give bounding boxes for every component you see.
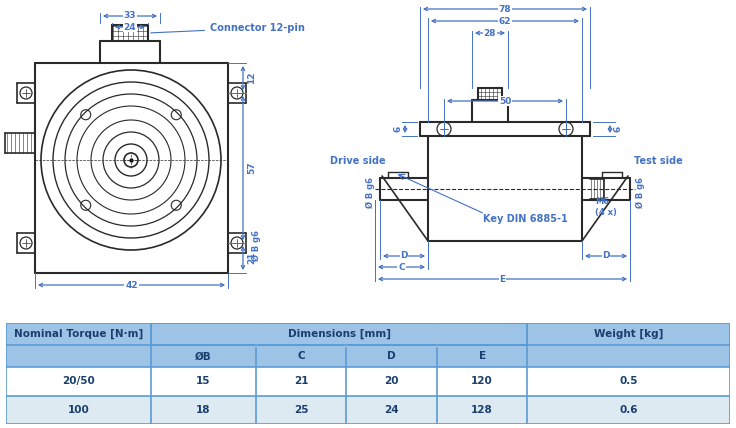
Text: D: D [400,252,408,261]
Text: 62: 62 [499,17,512,26]
Text: 100: 100 [68,404,89,415]
Text: 42: 42 [125,280,138,289]
Text: 0.6: 0.6 [620,404,638,415]
Text: 15: 15 [196,377,210,386]
Text: C: C [398,262,405,271]
Text: 33: 33 [124,12,136,21]
Text: 24: 24 [124,23,136,32]
Bar [255,367,346,395]
Text: 18: 18 [196,404,210,415]
Bar [151,323,255,345]
Text: 20: 20 [384,377,399,386]
Text: Test side: Test side [634,156,682,166]
Text: 21: 21 [247,252,257,264]
Text: 120: 120 [471,377,493,386]
Text: E: E [500,274,506,283]
Bar [436,323,527,345]
Bar [346,323,436,345]
Bar [527,367,730,395]
Text: ØB: ØB [195,351,212,361]
Bar [255,345,346,367]
Bar [6,323,151,345]
Bar [436,395,527,424]
Text: Ø B g6: Ø B g6 [635,178,645,208]
Text: 12: 12 [247,72,257,84]
Text: 20/50: 20/50 [62,377,95,386]
Text: D: D [602,252,609,261]
Text: 57: 57 [247,162,257,174]
Text: 21: 21 [294,377,308,386]
Bar [436,367,527,395]
Text: 6: 6 [614,126,623,132]
Text: 25: 25 [294,404,308,415]
Text: 50: 50 [499,96,512,105]
Text: Ø B g6: Ø B g6 [365,178,375,208]
Bar [346,395,436,424]
Text: Ø B g6: Ø B g6 [252,230,261,261]
Bar [6,367,151,395]
Text: Dimensions [mm]: Dimensions [mm] [288,329,391,339]
Text: Nominal Torque [N·m]: Nominal Torque [N·m] [14,329,143,339]
Text: E: E [478,351,486,361]
Text: Key DIN 6885-1: Key DIN 6885-1 [483,214,567,224]
Bar [346,367,436,395]
Bar [527,323,730,345]
Text: 128: 128 [471,404,493,415]
Bar [151,345,255,367]
Bar [6,345,151,367]
Text: M6
(4 x): M6 (4 x) [595,197,617,217]
Bar [255,395,346,424]
Text: 24: 24 [384,404,399,415]
Bar [346,345,436,367]
Bar [255,323,346,345]
Text: Drive side: Drive side [330,156,386,166]
Text: C: C [297,351,305,361]
Text: D: D [387,351,396,361]
Text: 78: 78 [499,5,512,14]
Bar [527,395,730,424]
Bar [527,345,730,367]
Text: 28: 28 [484,29,496,38]
Text: Connector 12-pin: Connector 12-pin [151,23,305,33]
Bar [151,367,255,395]
Text: 6: 6 [394,126,403,132]
Bar [151,395,255,424]
Bar [6,395,151,424]
Text: Weight [kg]: Weight [kg] [594,329,663,339]
Text: 0.5: 0.5 [620,377,638,386]
Bar [436,345,527,367]
